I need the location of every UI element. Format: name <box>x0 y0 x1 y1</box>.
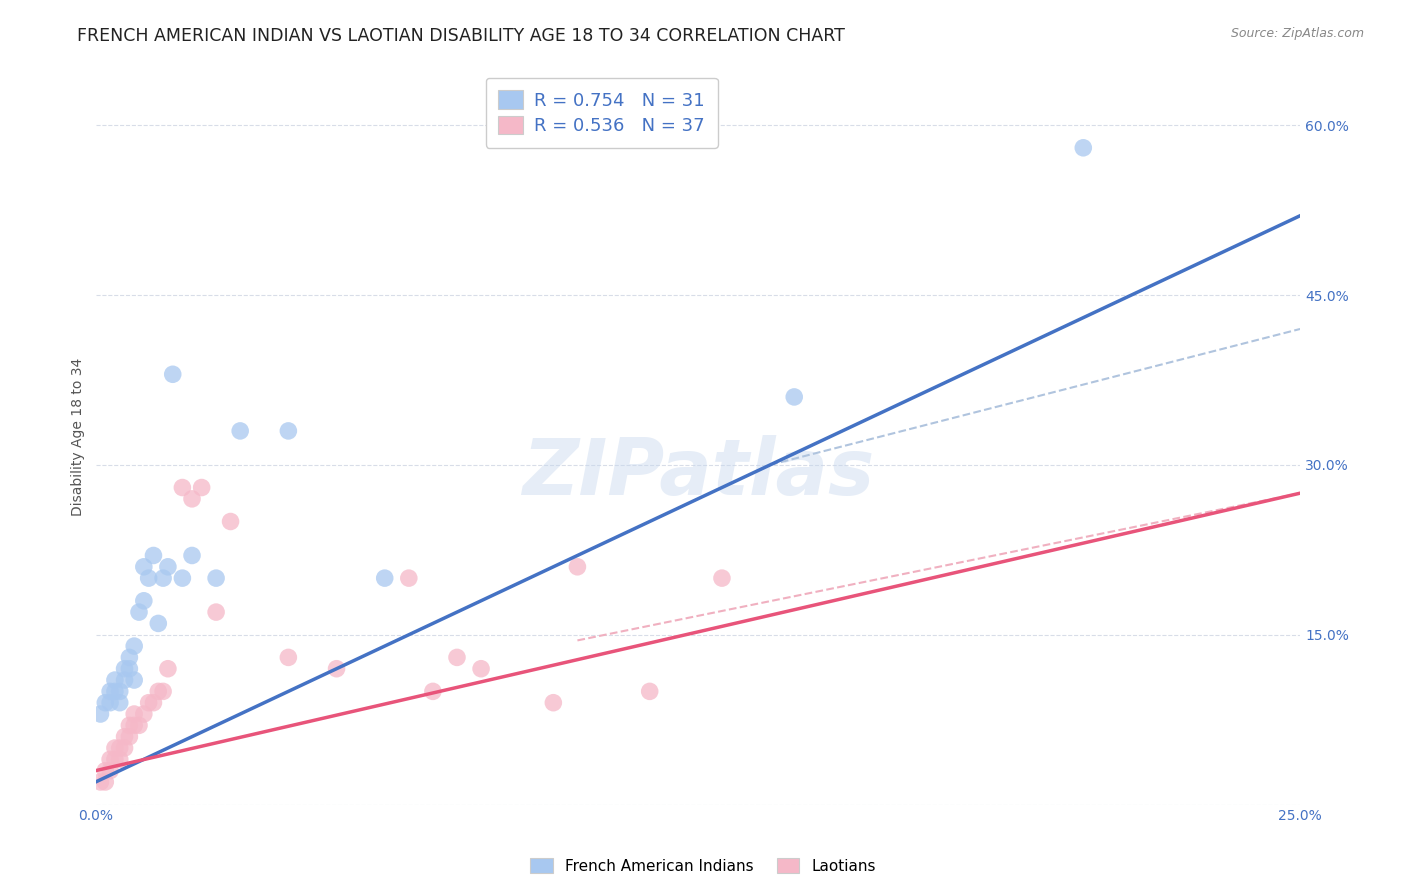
Point <box>122 639 145 653</box>
Point <box>94 764 117 778</box>
Point <box>108 752 131 766</box>
Point <box>118 730 141 744</box>
Point <box>152 684 174 698</box>
Text: ZIPatlas: ZIPatlas <box>522 435 875 511</box>
Point <box>162 368 184 382</box>
Point <box>108 684 131 698</box>
Point <box>132 706 155 721</box>
Point <box>108 741 131 756</box>
Text: Source: ZipAtlas.com: Source: ZipAtlas.com <box>1230 27 1364 40</box>
Point <box>94 696 117 710</box>
Point <box>181 491 204 506</box>
Point <box>122 706 145 721</box>
Legend: R = 0.754   N = 31, R = 0.536   N = 37: R = 0.754 N = 31, R = 0.536 N = 37 <box>485 78 717 148</box>
Point <box>98 752 121 766</box>
Point <box>172 481 194 495</box>
Legend: French American Indians, Laotians: French American Indians, Laotians <box>523 852 883 880</box>
Point <box>128 605 150 619</box>
Point <box>118 718 141 732</box>
Point <box>422 684 444 698</box>
Point <box>114 662 136 676</box>
Point <box>205 605 228 619</box>
Point <box>172 571 194 585</box>
Point <box>446 650 468 665</box>
Point <box>277 650 299 665</box>
Point <box>122 673 145 687</box>
Point <box>138 696 160 710</box>
Point <box>122 718 145 732</box>
Point <box>89 775 111 789</box>
Point <box>205 571 228 585</box>
Point <box>114 730 136 744</box>
Point <box>138 571 160 585</box>
Point <box>114 673 136 687</box>
Point <box>783 390 806 404</box>
Point <box>543 696 565 710</box>
Point <box>229 424 252 438</box>
Point <box>104 741 127 756</box>
Point <box>118 662 141 676</box>
Point <box>148 684 170 698</box>
Point <box>710 571 733 585</box>
Point <box>325 662 347 676</box>
Point <box>398 571 420 585</box>
Point <box>277 424 299 438</box>
Point <box>638 684 661 698</box>
Point <box>114 741 136 756</box>
Point <box>98 696 121 710</box>
Point <box>567 559 589 574</box>
Point <box>142 696 165 710</box>
Point <box>128 718 150 732</box>
Point <box>132 594 155 608</box>
Point <box>1071 141 1094 155</box>
Point <box>190 481 212 495</box>
Point <box>219 515 242 529</box>
Point <box>152 571 174 585</box>
Point <box>156 559 179 574</box>
Point <box>98 684 121 698</box>
Point <box>374 571 396 585</box>
Point <box>104 684 127 698</box>
Y-axis label: Disability Age 18 to 34: Disability Age 18 to 34 <box>72 358 86 516</box>
Point <box>181 549 204 563</box>
Point <box>156 662 179 676</box>
Text: FRENCH AMERICAN INDIAN VS LAOTIAN DISABILITY AGE 18 TO 34 CORRELATION CHART: FRENCH AMERICAN INDIAN VS LAOTIAN DISABI… <box>77 27 845 45</box>
Point <box>108 696 131 710</box>
Point <box>118 650 141 665</box>
Point <box>148 616 170 631</box>
Point <box>98 764 121 778</box>
Point <box>104 673 127 687</box>
Point <box>89 706 111 721</box>
Point <box>132 559 155 574</box>
Point <box>470 662 492 676</box>
Point <box>104 752 127 766</box>
Point <box>94 775 117 789</box>
Point <box>142 549 165 563</box>
